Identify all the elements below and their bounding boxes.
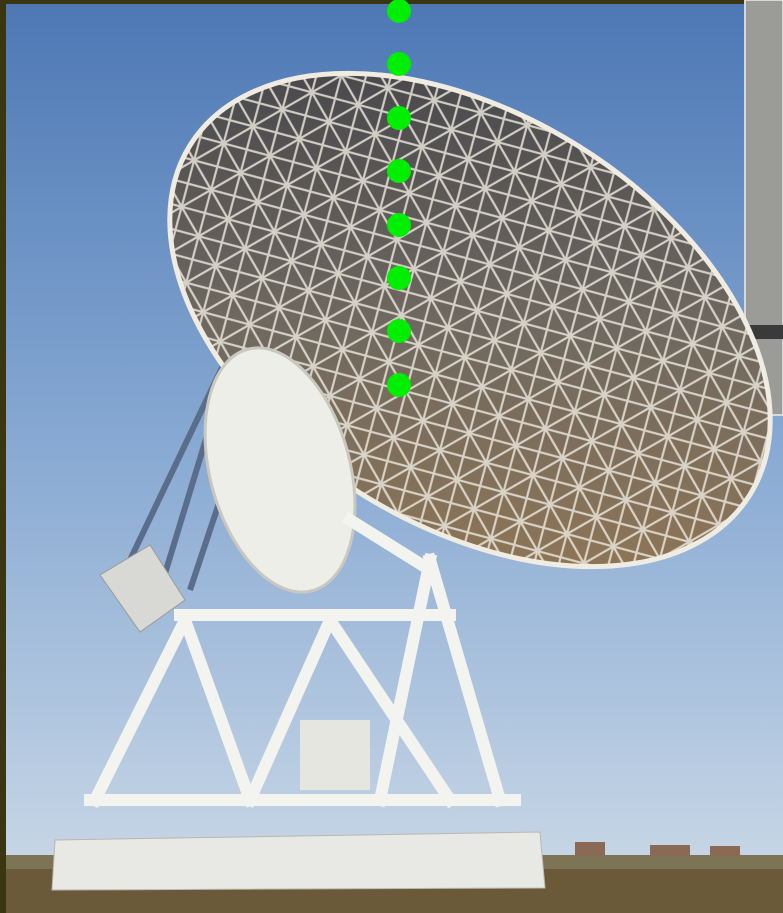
marker — [387, 159, 411, 183]
marker — [387, 52, 411, 76]
marker — [387, 319, 411, 343]
marker — [387, 266, 411, 290]
equipment-cabin — [300, 720, 370, 790]
base — [52, 832, 545, 890]
photo — [0, 0, 783, 913]
page — [0, 0, 783, 913]
marker — [387, 373, 411, 397]
marker — [387, 0, 411, 23]
marker — [387, 213, 411, 237]
marker — [387, 106, 411, 130]
